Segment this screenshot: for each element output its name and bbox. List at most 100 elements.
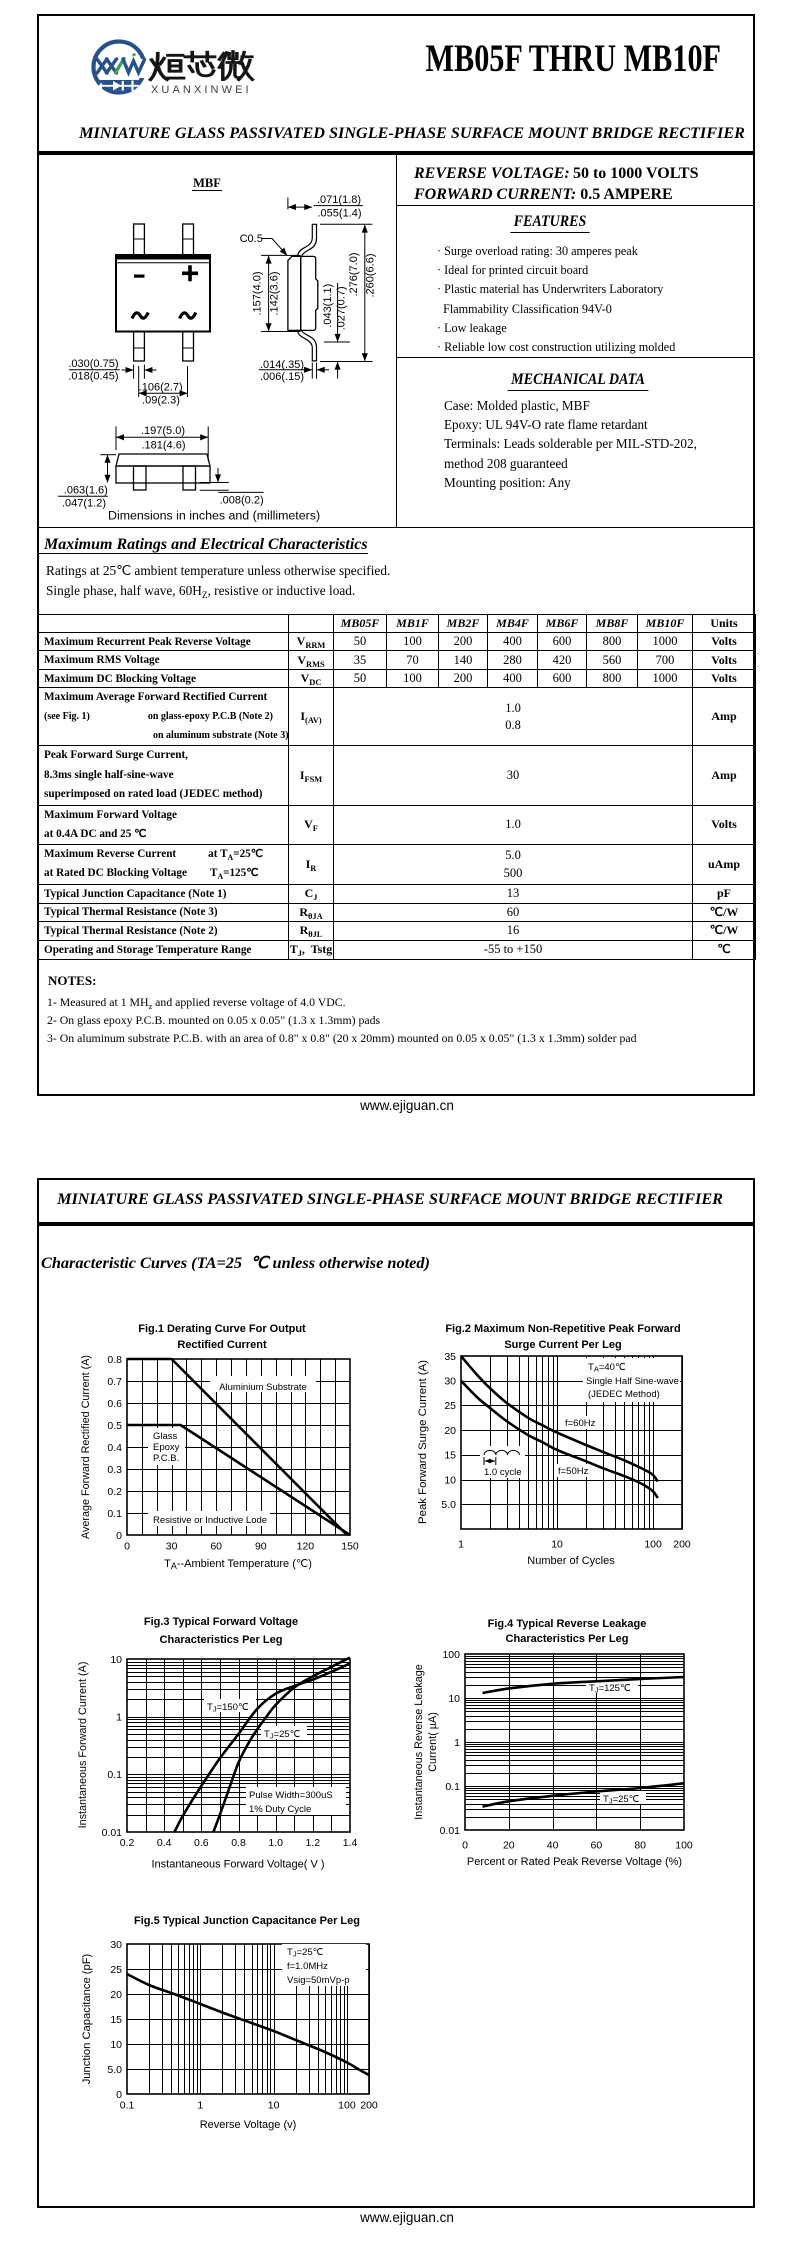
svg-text:Pulse Width=300uS: Pulse Width=300uS xyxy=(249,1790,333,1801)
svg-text:90: 90 xyxy=(255,1541,267,1553)
svg-text:Junction Capacitance (pF): Junction Capacitance (pF) xyxy=(81,1953,93,2084)
svg-text:10: 10 xyxy=(110,1654,122,1666)
svg-text:0.1: 0.1 xyxy=(107,1508,122,1520)
svg-text:Fig.4 Typical Reverse Leakage: Fig.4 Typical Reverse Leakage xyxy=(488,1618,647,1630)
svg-text:.006(.15): .006(.15) xyxy=(260,371,304,383)
svg-text:.043(1.1): .043(1.1) xyxy=(322,284,334,328)
svg-text:Reverse Voltage (v): Reverse Voltage (v) xyxy=(200,2119,297,2131)
svg-text:0.1: 0.1 xyxy=(120,2100,135,2112)
svg-text:0.8: 0.8 xyxy=(231,1837,246,1849)
svg-text:20: 20 xyxy=(444,1425,456,1437)
svg-text:5.0: 5.0 xyxy=(107,2064,122,2076)
svg-text:0.2: 0.2 xyxy=(107,1486,122,1498)
svg-text:.027(0.7): .027(0.7) xyxy=(335,286,347,330)
svg-text:0.4: 0.4 xyxy=(157,1837,172,1849)
svg-text:TA=40℃: TA=40℃ xyxy=(588,1362,626,1374)
svg-text:.018(0.45): .018(0.45) xyxy=(68,371,118,383)
svg-text:Peak Forward Surge Current (A): Peak Forward Surge Current (A) xyxy=(417,1360,429,1524)
svg-text:.142(3.6): .142(3.6) xyxy=(269,271,281,315)
svg-text:0.1: 0.1 xyxy=(107,1769,122,1781)
svg-text:35: 35 xyxy=(444,1351,456,1363)
svg-text:15: 15 xyxy=(444,1450,456,1462)
svg-text:.197(5.0): .197(5.0) xyxy=(141,425,185,437)
svg-text:0.2: 0.2 xyxy=(120,1837,135,1849)
svg-text:Rectified Current: Rectified Current xyxy=(177,1339,267,1351)
svg-text:80: 80 xyxy=(634,1840,646,1852)
svg-text:Aluminium Substrate: Aluminium Substrate xyxy=(219,1382,307,1393)
svg-text:1: 1 xyxy=(197,2100,203,2112)
svg-text:Characteristics Per Leg: Characteristics Per Leg xyxy=(506,1633,629,1645)
svg-text:.157(4.0): .157(4.0) xyxy=(252,271,264,315)
svg-text:Fig.2 Maximum Non-Repetitive P: Fig.2 Maximum Non-Repetitive Peak Forwar… xyxy=(445,1323,680,1335)
svg-text:TJ=125℃: TJ=125℃ xyxy=(589,1683,631,1695)
svg-text:1: 1 xyxy=(454,1737,460,1749)
svg-text:15: 15 xyxy=(110,2014,122,2026)
svg-text:Surge Current Per Leg: Surge Current Per Leg xyxy=(504,1339,621,1351)
svg-text:1: 1 xyxy=(458,1539,464,1551)
svg-text:150: 150 xyxy=(341,1541,359,1553)
svg-text:Glass: Glass xyxy=(153,1431,178,1442)
svg-text:40: 40 xyxy=(547,1840,559,1852)
svg-text:0.3: 0.3 xyxy=(107,1464,122,1476)
svg-text:1% Duty Cycle: 1% Duty Cycle xyxy=(249,1804,311,1815)
svg-text:20: 20 xyxy=(110,1989,122,2001)
svg-text:100: 100 xyxy=(442,1649,460,1661)
svg-text:0.6: 0.6 xyxy=(107,1398,122,1410)
svg-text:Single Half Sine-wave: Single Half Sine-wave xyxy=(586,1376,679,1387)
svg-text:0.7: 0.7 xyxy=(107,1376,122,1388)
svg-text:0.1: 0.1 xyxy=(445,1781,460,1793)
svg-text:.181(4.6): .181(4.6) xyxy=(141,439,185,451)
svg-text:10: 10 xyxy=(448,1693,460,1705)
svg-text:Average Forward Rectified Curr: Average Forward Rectified Current (A) xyxy=(80,1355,92,1539)
svg-text:C0.5: C0.5 xyxy=(240,233,263,245)
svg-text:TA--Ambient Temperature (℃): TA--Ambient Temperature (℃) xyxy=(164,1558,312,1571)
svg-text:0.8: 0.8 xyxy=(107,1354,122,1366)
svg-text:0: 0 xyxy=(116,2089,122,2101)
svg-text:5.0: 5.0 xyxy=(441,1499,456,1511)
svg-text:Number of Cycles: Number of Cycles xyxy=(527,1555,615,1567)
svg-text:25: 25 xyxy=(110,1964,122,1976)
svg-text:f=50Hz: f=50Hz xyxy=(558,1466,589,1477)
svg-text:.047(1.2): .047(1.2) xyxy=(62,497,106,509)
svg-text:TJ=150℃: TJ=150℃ xyxy=(207,1702,249,1714)
svg-text:0.01: 0.01 xyxy=(440,1825,461,1837)
svg-text:.008(0.2): .008(0.2) xyxy=(220,494,264,506)
svg-text:.063(1.6): .063(1.6) xyxy=(64,485,108,497)
svg-text:f=60Hz: f=60Hz xyxy=(565,1418,596,1429)
svg-text:Fig.1 Derating Curve For Outpu: Fig.1 Derating Curve For Output xyxy=(138,1323,306,1335)
svg-text:Instantaneous Forward Voltage(: Instantaneous Forward Voltage( V ) xyxy=(151,1859,324,1871)
svg-text:TJ=25℃: TJ=25℃ xyxy=(603,1794,640,1806)
svg-text:1.2: 1.2 xyxy=(306,1837,321,1849)
svg-text:.106(2.7): .106(2.7) xyxy=(139,382,183,394)
svg-text:P.C.B.: P.C.B. xyxy=(153,1453,179,1464)
svg-text:120: 120 xyxy=(297,1541,315,1553)
svg-text:XUANXINWEI: XUANXINWEI xyxy=(151,84,252,96)
svg-text:0.4: 0.4 xyxy=(107,1442,122,1454)
svg-text:30: 30 xyxy=(110,1939,122,1951)
svg-text:.276(7.0): .276(7.0) xyxy=(348,252,360,296)
svg-text:Epoxy: Epoxy xyxy=(153,1442,180,1453)
svg-text:.030(0.75): .030(0.75) xyxy=(68,358,118,370)
svg-text:10: 10 xyxy=(110,2039,122,2051)
svg-text:Dimensions in inches and (mill: Dimensions in inches and (millimeters) xyxy=(108,509,320,523)
svg-text:.09(2.3): .09(2.3) xyxy=(142,395,180,407)
svg-text:Percent or Rated Peak Reverse: Percent or Rated Peak Reverse Voltage (%… xyxy=(467,1856,682,1868)
svg-text:1.0: 1.0 xyxy=(268,1837,283,1849)
svg-text:Vsig=50mVp-p: Vsig=50mVp-p xyxy=(287,1975,350,1986)
svg-text:200: 200 xyxy=(360,2100,378,2112)
svg-text:60: 60 xyxy=(210,1541,222,1553)
svg-text:100: 100 xyxy=(338,2100,356,2112)
svg-text:TJ=25℃: TJ=25℃ xyxy=(287,1947,324,1959)
svg-text:TJ=25℃: TJ=25℃ xyxy=(264,1729,301,1741)
svg-text:Characteristics Per Leg: Characteristics Per Leg xyxy=(160,1634,283,1646)
svg-text:Current( µA): Current( µA) xyxy=(427,1712,439,1772)
svg-text:10: 10 xyxy=(268,2100,280,2112)
svg-text:Fig.3 Typical Forward Voltage: Fig.3 Typical Forward Voltage xyxy=(144,1616,298,1628)
svg-text:30: 30 xyxy=(166,1541,178,1553)
svg-text:100: 100 xyxy=(644,1539,662,1551)
svg-text:MBF: MBF xyxy=(193,176,221,190)
svg-text:30: 30 xyxy=(444,1376,456,1388)
svg-text:.055(1.4): .055(1.4) xyxy=(318,207,362,219)
svg-text:0: 0 xyxy=(116,1530,122,1542)
svg-text:0.01: 0.01 xyxy=(102,1827,123,1839)
